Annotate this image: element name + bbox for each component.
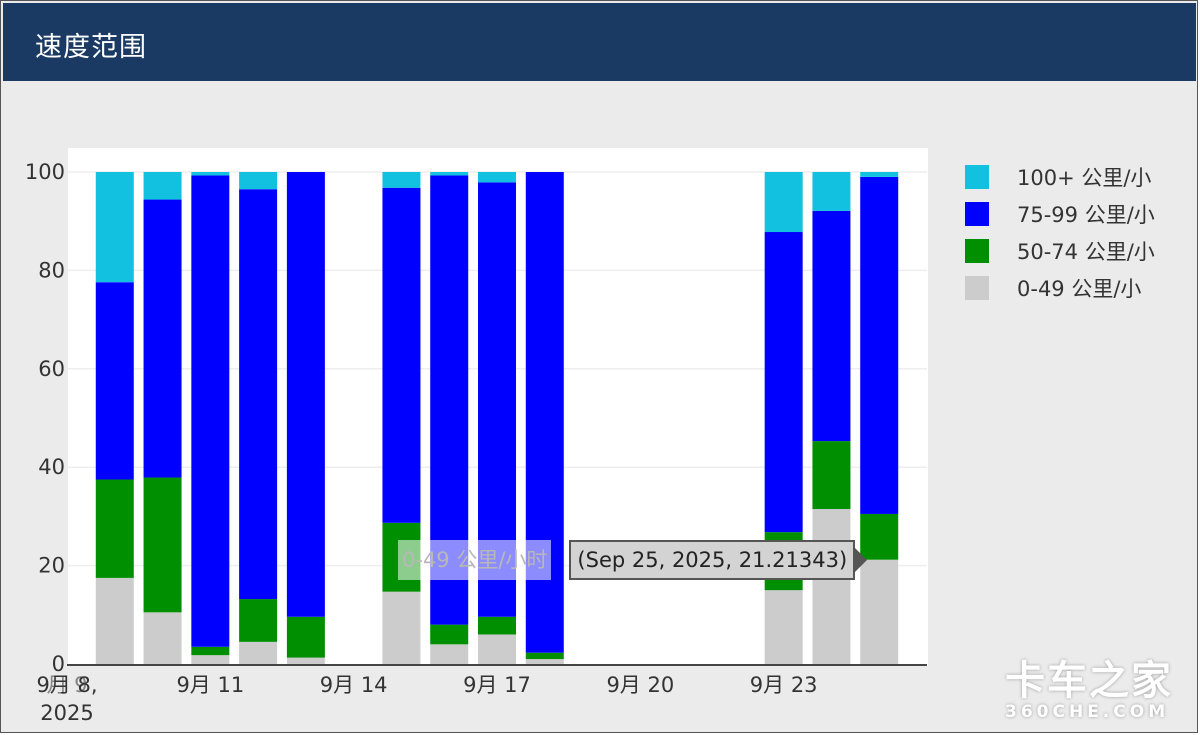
bar-segment-s3-d16[interactable]: [430, 172, 469, 176]
bar-segment-s1-d10[interactable]: [143, 477, 182, 613]
bar-segment-s3-d23[interactable]: [764, 172, 803, 233]
bar-segment-s0-d9[interactable]: [95, 577, 134, 664]
legend-item[interactable]: 0-49 公里/小: [965, 269, 1165, 306]
bar-segment-s1-d16[interactable]: [430, 624, 469, 645]
panel-header: 速度范围: [3, 3, 1196, 81]
bar-segment-s0-d25[interactable]: [860, 559, 899, 664]
x-tick-overlap-label: 月 9: [46, 673, 87, 697]
watermark-main-text: 卡车之家: [1005, 658, 1173, 704]
bar-segment-s3-d9[interactable]: [95, 172, 134, 283]
legend-item[interactable]: 75-99 公里/小: [965, 195, 1165, 232]
bar-segment-s1-d17[interactable]: [478, 616, 516, 635]
bar-segment-s2-d15[interactable]: [382, 187, 421, 523]
bar-segment-s0-d16[interactable]: [430, 644, 469, 664]
bar-segment-s1-d24[interactable]: [812, 441, 851, 510]
y-tick-label-20: 20: [38, 554, 65, 578]
bar-segment-s3-d12[interactable]: [239, 172, 278, 190]
watermark-sub-text: 360CHE.COM: [1005, 702, 1170, 722]
bar-segment-s2-d11[interactable]: [191, 175, 230, 647]
bar-segment-s2-d23[interactable]: [764, 232, 803, 533]
bar-segment-s2-d10[interactable]: [143, 199, 182, 478]
x-tick-label-17: 9月 17: [463, 673, 531, 697]
bar-segment-s2-d9[interactable]: [95, 282, 134, 480]
bar-segment-s2-d18[interactable]: [525, 172, 564, 653]
legend-label: 0-49 公里/小: [1017, 276, 1142, 301]
y-tick-label-40: 40: [38, 455, 65, 479]
bar-segment-s3-d11[interactable]: [191, 172, 230, 176]
bar-segment-s1-d18[interactable]: [525, 652, 564, 660]
bar-segment-s3-d24[interactable]: [812, 172, 851, 211]
tooltip-series-name: 0-49 公里/小时: [398, 540, 552, 580]
x-tick-label-11: 9月 11: [176, 673, 244, 697]
x-tick-label-20: 9月 20: [606, 673, 674, 697]
bar-segment-s0-d12[interactable]: [239, 641, 278, 664]
bar-segment-s1-d12[interactable]: [239, 599, 278, 642]
legend-label: 100+ 公里/小: [1017, 165, 1152, 190]
hover-tooltip: 0-49 公里/小时 (Sep 25, 2025, 21.21343): [398, 540, 867, 580]
bar-segment-s2-d24[interactable]: [812, 210, 851, 442]
bar-segment-s2-d13[interactable]: [286, 172, 325, 617]
page-title: 速度范围: [35, 32, 147, 63]
watermark-logo: 卡车之家 360CHE.COM: [1005, 648, 1173, 722]
x-tick-year-label: 2025: [40, 701, 93, 725]
bar-segment-s0-d18[interactable]: [525, 659, 564, 664]
legend-item[interactable]: 100+ 公里/小: [965, 158, 1165, 195]
bar-segment-s3-d15[interactable]: [382, 172, 421, 188]
bar-segment-s2-d12[interactable]: [239, 189, 278, 600]
bar-segment-s1-d11[interactable]: [191, 646, 230, 656]
legend-swatch: [965, 164, 989, 189]
bar-segment-s0-d17[interactable]: [478, 634, 516, 664]
bar-segment-s3-d10[interactable]: [143, 172, 182, 200]
y-tick-label-80: 80: [38, 258, 65, 282]
legend-item[interactable]: 50-74 公里/小: [965, 232, 1165, 269]
bar-segment-s3-d17[interactable]: [478, 172, 516, 183]
bar-segment-s2-d25[interactable]: [860, 176, 899, 514]
y-tick-label-0: 0: [52, 652, 65, 676]
legend-swatch: [965, 275, 989, 300]
bar-segment-s0-d24[interactable]: [812, 509, 851, 664]
bar-segment-s1-d9[interactable]: [95, 479, 134, 578]
x-tick-label-14: 9月 14: [320, 673, 388, 697]
chart-legend[interactable]: 100+ 公里/小 75-99 公里/小 50-74 公里/小 0-49 公里/小: [965, 158, 1165, 306]
bar-segment-s0-d10[interactable]: [143, 612, 182, 664]
y-tick-label-100: 100: [25, 160, 65, 184]
tooltip-value: (Sep 25, 2025, 21.21343): [569, 540, 867, 580]
bar-segment-s3-d25[interactable]: [860, 172, 899, 177]
bar-segment-s1-d13[interactable]: [286, 616, 325, 658]
y-tick-label-60: 60: [38, 357, 65, 381]
x-tick-label-8: 9月 8,: [36, 673, 97, 697]
legend-swatch: [965, 201, 989, 226]
x-tick-label-23: 9月 23: [750, 673, 818, 697]
bar-segment-s0-d13[interactable]: [286, 657, 325, 664]
bar-segment-s0-d15[interactable]: [382, 591, 421, 664]
bar-segment-s0-d23[interactable]: [764, 590, 803, 664]
legend-label: 50-74 公里/小: [1017, 239, 1155, 264]
legend-swatch: [965, 238, 989, 263]
legend-label: 75-99 公里/小: [1017, 202, 1155, 227]
bar-segment-s0-d11[interactable]: [191, 655, 230, 664]
